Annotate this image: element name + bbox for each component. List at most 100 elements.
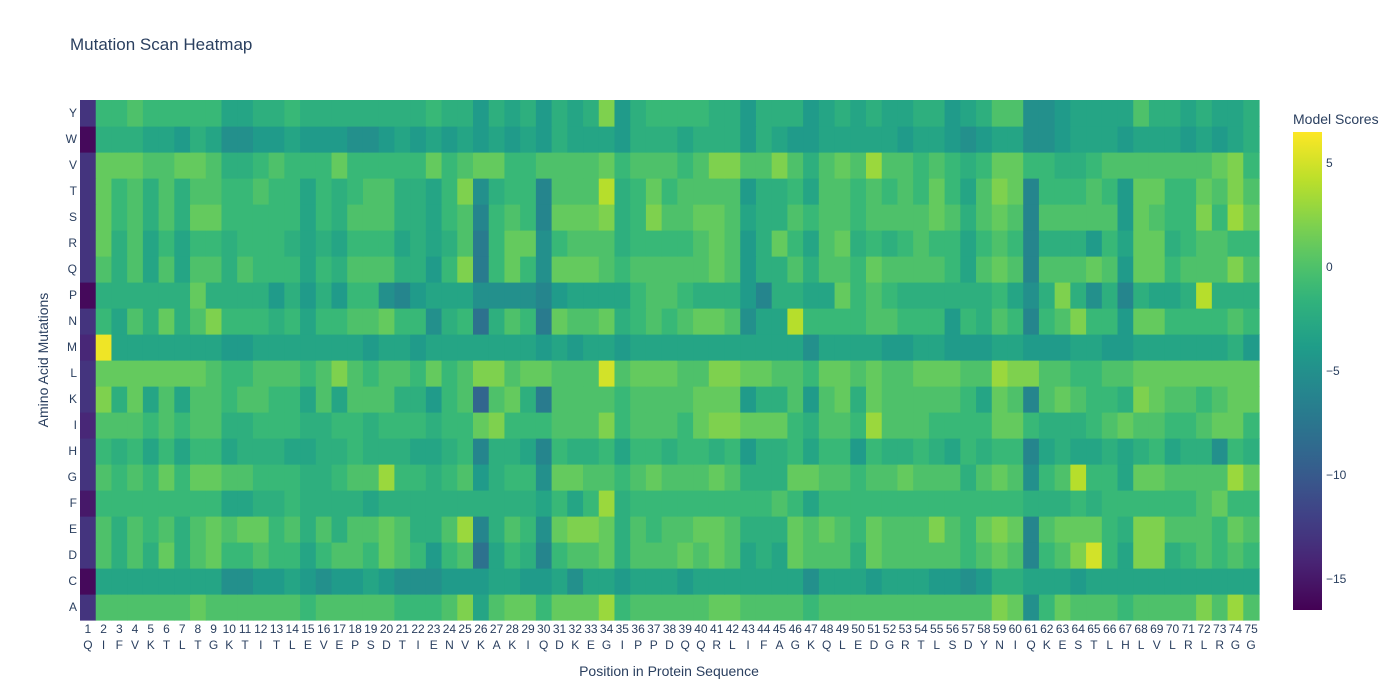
heatmap-cell [944,542,961,569]
heatmap-cell [818,594,836,621]
heatmap-cell [818,230,836,257]
x-tick-residue: G [1246,638,1255,652]
heatmap-cell [504,152,521,179]
heatmap-cell [1133,594,1150,621]
x-tick-residue: I [746,638,749,652]
heatmap-cell [1196,126,1213,153]
heatmap-cell [80,490,97,517]
heatmap-cell [913,490,930,517]
heatmap-cell [378,230,395,257]
heatmap-cell [174,386,191,413]
heatmap-cell [190,308,207,335]
heatmap-cell [630,386,647,413]
heatmap-cell [284,516,301,543]
heatmap-cell [1164,386,1181,413]
heatmap-cell [1117,178,1134,205]
heatmap-cell [205,282,223,309]
colorbar-tick-label: −5 [1326,364,1340,378]
heatmap-cell [410,204,427,231]
heatmap-cell [252,152,270,179]
heatmap-cell [881,230,899,257]
heatmap-cell [771,178,788,205]
heatmap-cell [1086,412,1103,439]
heatmap-cell [960,178,977,205]
heatmap-cell [1164,516,1181,543]
heatmap-cell [410,256,427,283]
heatmap-cell [205,334,223,361]
heatmap-cell [315,386,333,413]
heatmap-cell [1054,230,1071,257]
heatmap-cell [803,204,820,231]
heatmap-cell [1243,490,1260,517]
heatmap-cell [504,204,521,231]
heatmap-cell [520,542,537,569]
heatmap-cell [677,204,694,231]
heatmap-cell [504,542,521,569]
heatmap-cell [866,386,883,413]
heatmap-cell [960,360,977,387]
heatmap-cell [991,256,1009,283]
heatmap-cell [928,438,946,465]
heatmap-cell [928,360,946,387]
heatmap-cell [1086,256,1103,283]
x-tick-position: 53 [899,622,913,636]
heatmap-cell [944,256,961,283]
heatmap-cell [410,360,427,387]
heatmap-cell [221,386,238,413]
heatmap-cell [158,126,175,153]
heatmap-cell [991,438,1009,465]
x-tick-position: 75 [1244,622,1258,636]
x-tick-position: 26 [474,622,488,636]
heatmap-cell [1054,464,1071,491]
heatmap-cell [142,178,160,205]
heatmap-cell [944,100,961,127]
heatmap-cell [991,516,1009,543]
y-tick-label: W [66,132,78,146]
heatmap-cell [394,230,411,257]
heatmap-cell [724,386,741,413]
heatmap-cell [708,282,726,309]
heatmap-cell [787,334,804,361]
heatmap-cell [315,464,333,491]
heatmap-cell [174,204,191,231]
heatmap-cell [834,230,851,257]
heatmap-cell [1211,542,1229,569]
heatmap-cell [1243,178,1260,205]
heatmap-cell [127,334,144,361]
heatmap-cell [1038,100,1056,127]
heatmap-cell [190,256,207,283]
heatmap-cell [284,100,301,127]
heatmap-cell [614,100,631,127]
heatmap-cell [1164,594,1181,621]
heatmap-cell [567,152,584,179]
heatmap-cell [535,594,553,621]
heatmap-cell [818,334,836,361]
heatmap-cell [598,568,616,595]
heatmap-cell [315,412,333,439]
heatmap-cell [205,516,223,543]
heatmap-cell [252,360,270,387]
heatmap-cell [866,568,883,595]
heatmap-cell [95,542,113,569]
heatmap-cell [724,438,741,465]
heatmap-cell [960,256,977,283]
heatmap-cell [944,464,961,491]
heatmap-cell [174,334,191,361]
heatmap-cell [473,464,490,491]
x-tick-position: 13 [270,622,284,636]
heatmap-cell [740,490,757,517]
heatmap-cell [80,334,97,361]
heatmap-cell [1023,282,1040,309]
heatmap-cell [1117,594,1134,621]
heatmap-cell [1227,516,1244,543]
heatmap-cell [1117,256,1134,283]
heatmap-cell [630,490,647,517]
heatmap-cell [818,126,836,153]
heatmap-cell [787,438,804,465]
heatmap-cell [614,360,631,387]
heatmap-cell [960,542,977,569]
heatmap-cell [740,126,757,153]
colorbar-ticks: 50−5−10−15 [1326,156,1347,586]
heatmap-cell [598,282,616,309]
heatmap-cell [127,152,144,179]
